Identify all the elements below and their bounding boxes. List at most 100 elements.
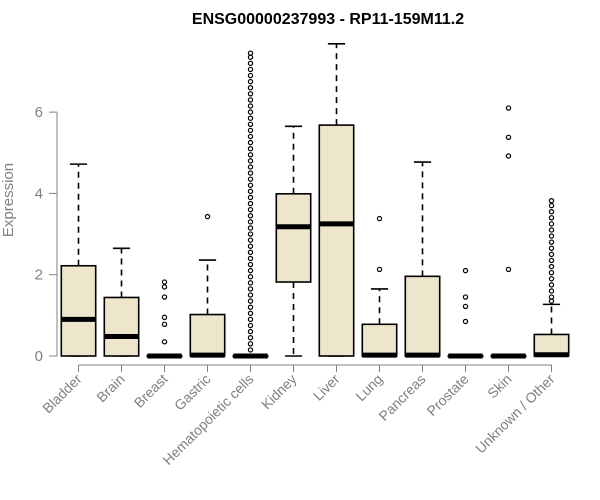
box-iqr: [404, 275, 441, 357]
outlier-point: [247, 249, 254, 256]
outlier-point: [548, 208, 555, 215]
outlier-point: [247, 304, 254, 310]
outlier-point: [247, 347, 254, 353]
box-group: [103, 247, 140, 357]
outlier-point: [376, 215, 383, 222]
outlier-point: [548, 239, 555, 245]
y-tick-label: 4: [35, 185, 43, 202]
outlier-point: [247, 133, 254, 140]
box-iqr: [361, 323, 398, 357]
outlier-point: [161, 314, 168, 321]
outlier-point: [247, 72, 254, 79]
outlier-point: [247, 91, 254, 97]
outlier-point: [548, 215, 555, 221]
outlier-point: [247, 78, 254, 85]
outlier-point: [247, 164, 254, 170]
outlier-point: [247, 85, 254, 91]
outlier-point: [247, 213, 254, 219]
box-group: [361, 215, 398, 358]
outlier-point: [548, 257, 555, 264]
outlier-point: [548, 269, 555, 276]
x-tick-label: Kidney: [258, 371, 300, 413]
outlier-point: [548, 276, 555, 282]
x-tick-label: Liver: [310, 371, 343, 404]
outlier-point: [505, 266, 512, 273]
outlier-point: [247, 176, 254, 182]
x-tick-label: Pancreas: [375, 371, 428, 424]
outlier-point: [548, 198, 555, 204]
outlier-point: [247, 66, 254, 73]
box-group: [404, 161, 441, 358]
box-iqr: [189, 313, 226, 357]
box-group: [533, 198, 570, 358]
outlier-point: [161, 279, 168, 285]
outlier-point: [462, 303, 469, 310]
outlier-point: [548, 288, 555, 294]
outlier-point: [161, 339, 168, 345]
outlier-point: [247, 328, 254, 335]
box-iqr: [60, 264, 97, 357]
outlier-point: [247, 243, 254, 249]
outlier-point: [247, 322, 254, 329]
outlier-point: [247, 109, 254, 115]
outlier-point: [247, 231, 254, 237]
chart-title: ENSG00000237993 - RP11-159M11.2: [192, 11, 464, 28]
outlier-point: [247, 158, 254, 164]
outlier-point: [247, 206, 254, 213]
outlier-point: [247, 237, 254, 243]
x-tick-label: Breast: [131, 371, 171, 411]
outlier-point: [247, 200, 254, 207]
box-group: [318, 43, 355, 357]
outlier-point: [247, 152, 254, 158]
outlier-point: [548, 221, 555, 227]
outlier-point: [505, 105, 512, 111]
outlier-point: [247, 316, 254, 323]
outlier-point: [247, 139, 254, 146]
y-axis-label: Expression: [0, 163, 17, 237]
outlier-point: [548, 245, 555, 251]
outlier-point: [247, 255, 254, 262]
outlier-point: [548, 202, 555, 209]
y-tick-label: 0: [35, 348, 43, 365]
outlier-point: [548, 298, 555, 304]
outlier-point: [247, 292, 254, 298]
y-tick-label: 2: [35, 267, 43, 284]
outlier-point: [247, 54, 254, 60]
outlier-point: [161, 321, 168, 327]
outlier-point: [247, 115, 254, 121]
outlier-point: [548, 282, 555, 288]
outlier-point: [247, 225, 254, 231]
x-tick-label: Prostate: [423, 371, 471, 419]
outlier-point: [247, 60, 254, 67]
outlier-point: [247, 267, 254, 274]
box-iqr: [275, 193, 312, 283]
x-tick-label: Unknown / Other: [472, 371, 558, 457]
x-tick-label: Gastric: [171, 371, 214, 414]
outlier-point: [247, 310, 254, 317]
outlier-point: [462, 267, 469, 274]
box-iqr: [318, 124, 355, 357]
box-group: [146, 279, 183, 359]
outlier-point: [548, 263, 555, 270]
outlier-point: [247, 341, 254, 347]
outlier-point: [247, 103, 254, 109]
box-group: [189, 213, 226, 358]
outlier-point: [247, 145, 254, 152]
box-group: [275, 125, 312, 357]
outlier-point: [247, 298, 254, 304]
outlier-point: [505, 153, 512, 159]
outlier-point: [247, 280, 254, 286]
x-tick-label: Bladder: [39, 371, 85, 417]
outlier-point: [548, 227, 555, 233]
outlier-point: [462, 294, 469, 300]
outlier-point: [161, 284, 168, 290]
box-group: [447, 267, 484, 359]
outlier-point: [247, 286, 254, 292]
outlier-point: [247, 219, 254, 225]
outlier-point: [247, 170, 254, 176]
boxes: [60, 43, 570, 359]
outlier-point: [161, 294, 168, 300]
outlier-point: [505, 134, 512, 141]
outlier-point: [247, 97, 254, 103]
